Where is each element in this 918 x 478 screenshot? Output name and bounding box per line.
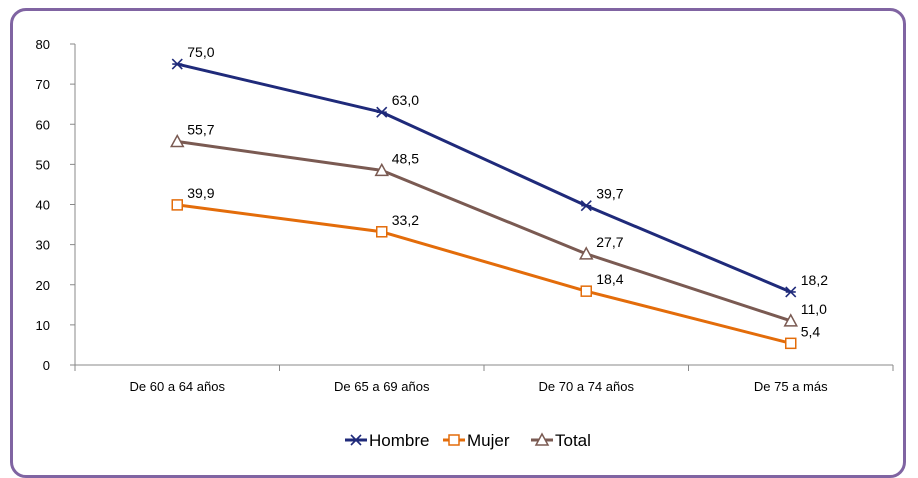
y-tick-label: 70 <box>36 77 50 92</box>
legend-label: Mujer <box>467 431 510 450</box>
legend-item-hombre: Hombre <box>345 431 429 450</box>
square-shape <box>376 226 388 238</box>
x-tick-label: De 70 a 74 años <box>539 379 635 394</box>
data-label-mujer: 33,2 <box>392 212 419 228</box>
data-label-total: 27,7 <box>596 234 623 250</box>
square-icon <box>448 434 460 446</box>
series-mujer: 39,9 33,2 18,4 5,4 <box>171 185 821 350</box>
star-stroke <box>785 286 797 298</box>
star-stroke <box>580 200 592 212</box>
data-label-mujer: 18,4 <box>596 271 623 287</box>
x-tick-label: De 75 a más <box>754 379 828 394</box>
data-label-hombre: 39,7 <box>596 186 623 202</box>
series-line-mujer <box>177 203 792 345</box>
square-shape <box>785 337 797 350</box>
data-label-total: 48,5 <box>392 150 419 166</box>
square-shape <box>580 285 592 297</box>
y-tick-label: 60 <box>36 117 50 132</box>
legend-item-total: Total <box>531 431 591 450</box>
data-point-hombre <box>376 106 388 118</box>
star-stroke <box>376 106 388 118</box>
y-tick-label: 50 <box>36 157 50 172</box>
legend-label: Hombre <box>369 431 429 450</box>
data-point-total <box>169 133 185 148</box>
data-point-mujer <box>376 226 388 238</box>
star-stroke <box>171 58 183 70</box>
star-icon <box>350 434 362 446</box>
data-point-hombre <box>785 286 797 298</box>
x-tick-label: De 65 a 69 años <box>334 379 430 394</box>
legend-item-mujer: Mujer <box>443 431 510 450</box>
triangle-shape <box>534 432 550 446</box>
series-hombre: 75,0 63,0 39,7 18,2 <box>171 44 828 298</box>
triangle-shape <box>374 162 390 177</box>
line-chart: 0 10 20 30 40 50 60 70 80 De 60 a 64 años De 65 a … <box>36 37 894 450</box>
triangle-icon <box>534 432 550 446</box>
data-point-hombre <box>580 200 592 212</box>
data-label-mujer: 39,9 <box>187 185 214 201</box>
data-point-mujer <box>171 199 183 211</box>
star-stroke <box>350 434 362 446</box>
series-line-total <box>177 140 792 323</box>
y-tick-label: 80 <box>36 37 50 52</box>
data-label-total: 55,7 <box>187 122 214 138</box>
data-label-total: 11,0 <box>801 301 827 317</box>
data-label-hombre: 75,0 <box>187 44 214 60</box>
series-line-hombre <box>176 62 792 294</box>
x-tick-label: De 60 a 64 años <box>130 379 226 394</box>
y-tick-label: 20 <box>36 278 50 293</box>
triangle-shape <box>169 133 185 148</box>
data-point-total <box>578 246 594 260</box>
y-tick-label: 30 <box>36 238 50 253</box>
data-point-mujer <box>580 285 592 297</box>
data-point-total <box>374 162 390 177</box>
data-label-mujer: 5,4 <box>801 323 821 339</box>
data-point-hombre <box>171 58 183 70</box>
square-shape <box>448 434 460 446</box>
y-tick-label: 10 <box>36 318 50 333</box>
square-shape <box>171 199 183 211</box>
data-point-mujer <box>785 337 797 350</box>
series-total: 55,7 48,5 27,7 11,0 <box>169 122 827 327</box>
legend: Hombre Mujer Total <box>345 431 591 450</box>
y-tick-label: 0 <box>43 358 50 373</box>
data-label-hombre: 63,0 <box>392 92 419 108</box>
data-point-total <box>783 313 799 327</box>
triangle-shape <box>783 313 799 327</box>
legend-label: Total <box>555 431 591 450</box>
y-tick-label: 40 <box>36 198 50 213</box>
triangle-shape <box>578 246 594 260</box>
data-label-hombre: 18,2 <box>801 272 828 288</box>
